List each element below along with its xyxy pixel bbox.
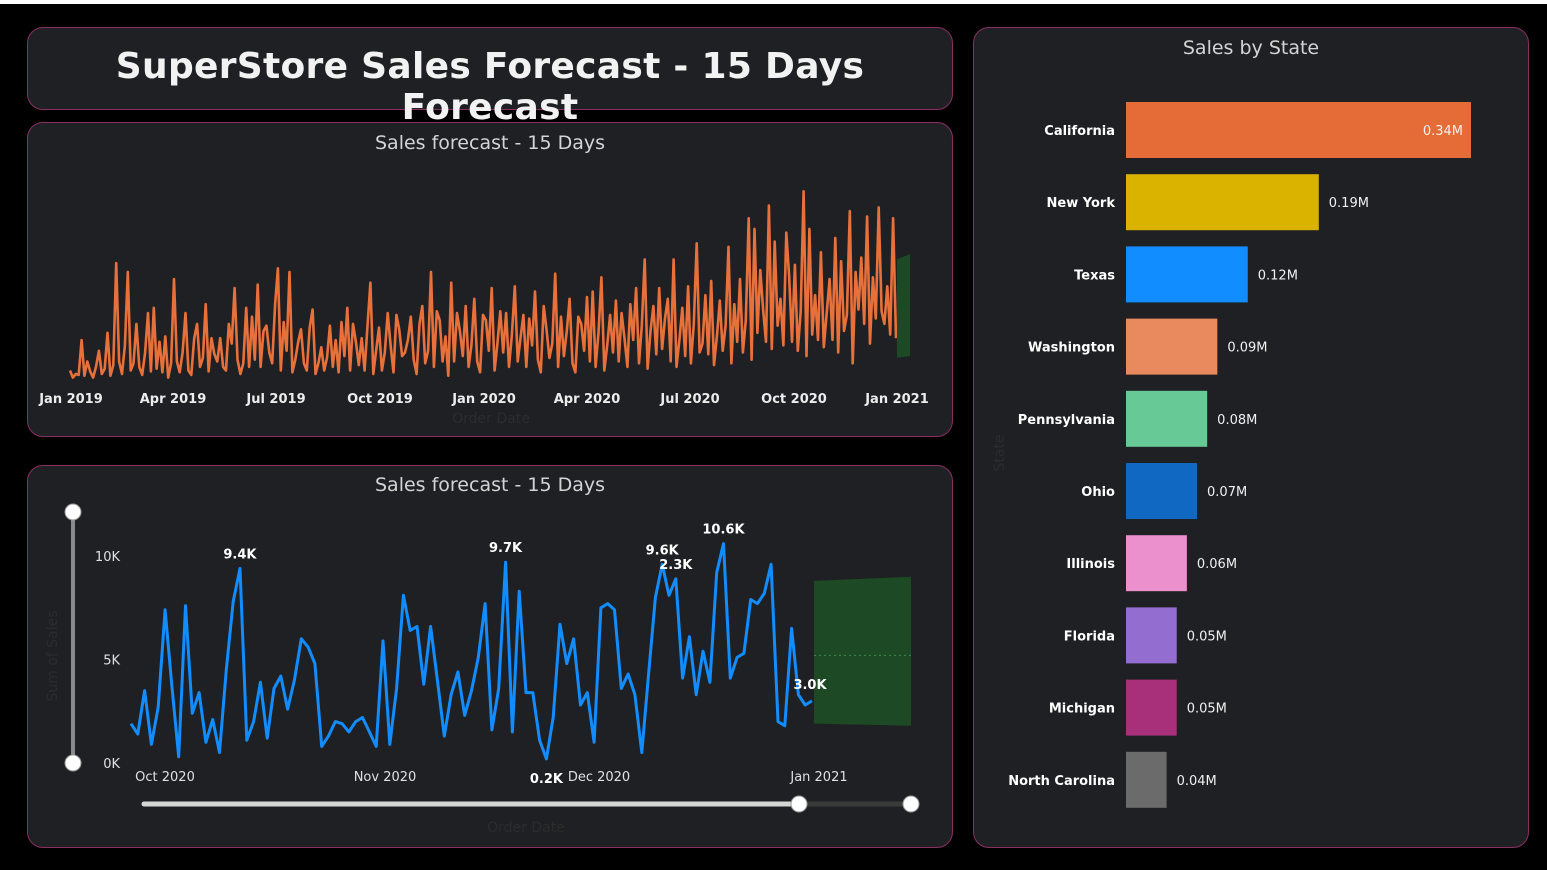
bar-washington[interactable] — [1126, 318, 1218, 375]
y-axis-title: Sum of Sales — [45, 610, 61, 701]
forecast-confidence-band — [814, 576, 911, 726]
chart-title: Sales forecast - 15 Days — [374, 132, 605, 154]
data-label: 10.6K — [702, 523, 745, 538]
category-label: New York — [1047, 196, 1116, 211]
value-label: 0.09M — [1227, 341, 1267, 356]
category-label: Michigan — [1049, 702, 1115, 717]
value-label: 0.07M — [1207, 485, 1247, 500]
x-axis-title: Order Date — [452, 411, 530, 427]
bar-north-carolina[interactable] — [1126, 751, 1167, 808]
sales-forecast-chart-zoomed[interactable]: Sales forecast - 15 Days 0K 5K 10K Sum of S… — [27, 465, 953, 848]
y-axis-tick-label: 10K — [95, 550, 121, 565]
state-bar-chart-svg: State California 0.34M New York 0.19M Texas 0.… — [992, 102, 1471, 808]
y-axis-tick-label: 5K — [103, 654, 120, 669]
value-label: 0.34M — [1423, 124, 1463, 139]
chart-title: Sales forecast - 15 Days — [374, 474, 605, 496]
title-card: SuperStore Sales Forecast - 15 Days Fore… — [27, 27, 953, 128]
page-title: SuperStore Sales Forecast - 15 Days Fore… — [115, 46, 865, 128]
x-axis-tick-label: Oct 2020 — [135, 770, 195, 785]
category-label: Florida — [1064, 629, 1115, 644]
x-axis-tick-label: Apr 2020 — [554, 392, 621, 407]
category-label: Washington — [1028, 341, 1115, 356]
x-axis-tick-label: Jan 2021 — [864, 392, 929, 407]
x-axis-tick-label: Jul 2020 — [659, 392, 719, 407]
sales-history-line — [68, 190, 898, 379]
x-axis-tick-label: Jan 2020 — [451, 392, 516, 407]
data-label: 9.6K — [646, 543, 680, 558]
x-axis-tick-label: Jan 2019 — [38, 392, 103, 407]
sales-by-state-chart[interactable]: Sales by State State California 0.34M New Y… — [973, 27, 1529, 848]
x-axis-tick-label: Oct 2020 — [761, 392, 827, 407]
sales-line — [129, 542, 813, 761]
y-axis-title: State — [992, 434, 1008, 471]
bar-ohio[interactable] — [1126, 463, 1198, 519]
data-label: 0.2K — [530, 772, 564, 787]
value-label: 0.12M — [1258, 268, 1298, 283]
x-axis-tick-label: Jul 2019 — [245, 392, 305, 407]
x-zoom-slider-handle-right[interactable] — [902, 795, 920, 813]
y-axis-tick-label: 0K — [103, 757, 120, 772]
category-label: Illinois — [1066, 557, 1115, 572]
chart-title: Sales by State — [1182, 37, 1320, 59]
bar-california[interactable] — [1126, 102, 1471, 158]
data-label: 3.0K — [793, 678, 827, 693]
value-label: 0.19M — [1329, 196, 1369, 211]
bar-illinois[interactable] — [1126, 535, 1187, 592]
value-label: 0.05M — [1187, 629, 1227, 644]
x-axis-tick-label: Apr 2019 — [140, 392, 207, 407]
bar-new-york[interactable] — [1126, 174, 1319, 231]
value-label: 0.06M — [1197, 557, 1237, 572]
category-label: Ohio — [1081, 485, 1115, 500]
x-axis-tick-label: Oct 2019 — [347, 392, 413, 407]
value-label: 0.04M — [1177, 774, 1217, 789]
x-axis-tick-label: Dec 2020 — [568, 770, 630, 785]
category-label: North Carolina — [1008, 774, 1115, 789]
data-label: 9.4K — [223, 547, 257, 562]
category-label: Texas — [1074, 268, 1115, 283]
x-zoom-slider-handle-left[interactable] — [790, 795, 808, 813]
x-axis-tick-label: Jan 2021 — [789, 770, 847, 785]
category-label: Pennsylvania — [1018, 413, 1115, 428]
data-label: 9.7K — [489, 541, 523, 556]
sales-forecast-chart-full[interactable]: Sales forecast - 15 Days Jan 2019 Apr 201… — [27, 122, 953, 437]
value-label: 0.08M — [1217, 413, 1257, 428]
category-label: California — [1044, 124, 1115, 139]
forecast-line-chart-svg: Jan 2019 Apr 2019 Jul 2019 Oct 2019 Jan 2020… — [38, 190, 929, 427]
y-zoom-slider-handle-top[interactable] — [64, 503, 82, 521]
zoomed-line-chart-svg: 0K 5K 10K Sum of Sales 9.4K 9.7K 0.2K 9.6K2.3K 1… — [45, 503, 920, 836]
data-label: 2.3K — [659, 558, 693, 573]
bar-texas[interactable] — [1126, 246, 1248, 303]
bar-pennsylvania[interactable] — [1126, 390, 1208, 447]
y-zoom-slider-handle-bottom[interactable] — [64, 754, 82, 772]
forecast-confidence-band — [897, 254, 910, 358]
top-edge — [0, 0, 1547, 4]
bar-michigan[interactable] — [1126, 679, 1177, 736]
value-label: 0.05M — [1187, 702, 1227, 717]
bar-florida[interactable] — [1126, 607, 1177, 664]
x-axis-title: Order Date — [487, 820, 565, 836]
x-axis-tick-label: Nov 2020 — [354, 770, 417, 785]
